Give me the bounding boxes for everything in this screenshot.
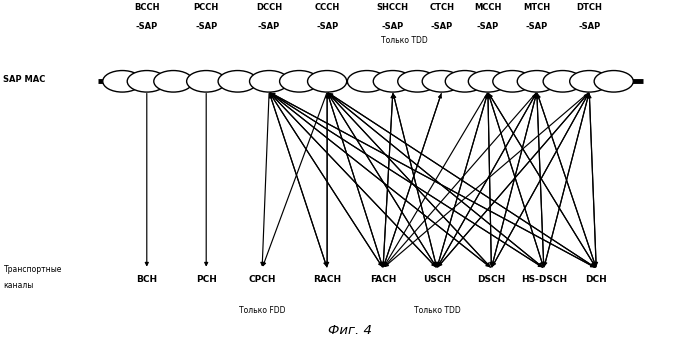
Text: -SAP: -SAP xyxy=(195,22,217,31)
Text: PCH: PCH xyxy=(196,275,217,284)
Text: Транспортные: Транспортные xyxy=(3,265,62,274)
Text: Только TDD: Только TDD xyxy=(414,306,460,315)
Text: DCCH: DCCH xyxy=(256,3,282,12)
Text: -SAP: -SAP xyxy=(578,22,600,31)
Text: DTCH: DTCH xyxy=(576,3,603,12)
Text: DSCH: DSCH xyxy=(477,275,505,284)
Ellipse shape xyxy=(543,71,582,92)
Text: MTCH: MTCH xyxy=(524,3,550,12)
Ellipse shape xyxy=(154,71,193,92)
Ellipse shape xyxy=(517,71,556,92)
Text: -SAP: -SAP xyxy=(136,22,158,31)
Ellipse shape xyxy=(468,71,507,92)
Text: -SAP: -SAP xyxy=(382,22,404,31)
Text: SAP MAC: SAP MAC xyxy=(3,75,46,84)
Ellipse shape xyxy=(218,71,257,92)
Ellipse shape xyxy=(103,71,142,92)
Text: HS-DSCH: HS-DSCH xyxy=(521,275,567,284)
Ellipse shape xyxy=(422,71,461,92)
Text: CTCH: CTCH xyxy=(429,3,454,12)
Text: CCCH: CCCH xyxy=(315,3,340,12)
Text: Фиг. 4: Фиг. 4 xyxy=(328,324,371,337)
Ellipse shape xyxy=(250,71,289,92)
Text: BCCH: BCCH xyxy=(134,3,159,12)
Text: CPCH: CPCH xyxy=(248,275,276,284)
Ellipse shape xyxy=(347,71,387,92)
Ellipse shape xyxy=(127,71,166,92)
Text: USCH: USCH xyxy=(423,275,451,284)
Text: PCCH: PCCH xyxy=(194,3,219,12)
Text: МCCH: МCCH xyxy=(474,3,502,12)
Ellipse shape xyxy=(373,71,412,92)
Text: FACH: FACH xyxy=(370,275,396,284)
Ellipse shape xyxy=(570,71,609,92)
Text: -SAP: -SAP xyxy=(258,22,280,31)
Text: SHCCH: SHCCH xyxy=(377,3,409,12)
Text: каналы: каналы xyxy=(3,281,34,290)
Text: -SAP: -SAP xyxy=(316,22,338,31)
Text: DCH: DCH xyxy=(585,275,607,284)
Text: RACH: RACH xyxy=(313,275,341,284)
Text: -SAP: -SAP xyxy=(431,22,453,31)
Text: Только TDD: Только TDD xyxy=(381,36,427,45)
Ellipse shape xyxy=(280,71,319,92)
Ellipse shape xyxy=(493,71,532,92)
Text: BCH: BCH xyxy=(136,275,157,284)
Ellipse shape xyxy=(308,71,347,92)
Text: -SAP: -SAP xyxy=(526,22,548,31)
Ellipse shape xyxy=(398,71,437,92)
Text: Только FDD: Только FDD xyxy=(239,306,285,315)
Ellipse shape xyxy=(187,71,226,92)
Ellipse shape xyxy=(594,71,633,92)
Ellipse shape xyxy=(445,71,484,92)
Text: -SAP: -SAP xyxy=(477,22,499,31)
